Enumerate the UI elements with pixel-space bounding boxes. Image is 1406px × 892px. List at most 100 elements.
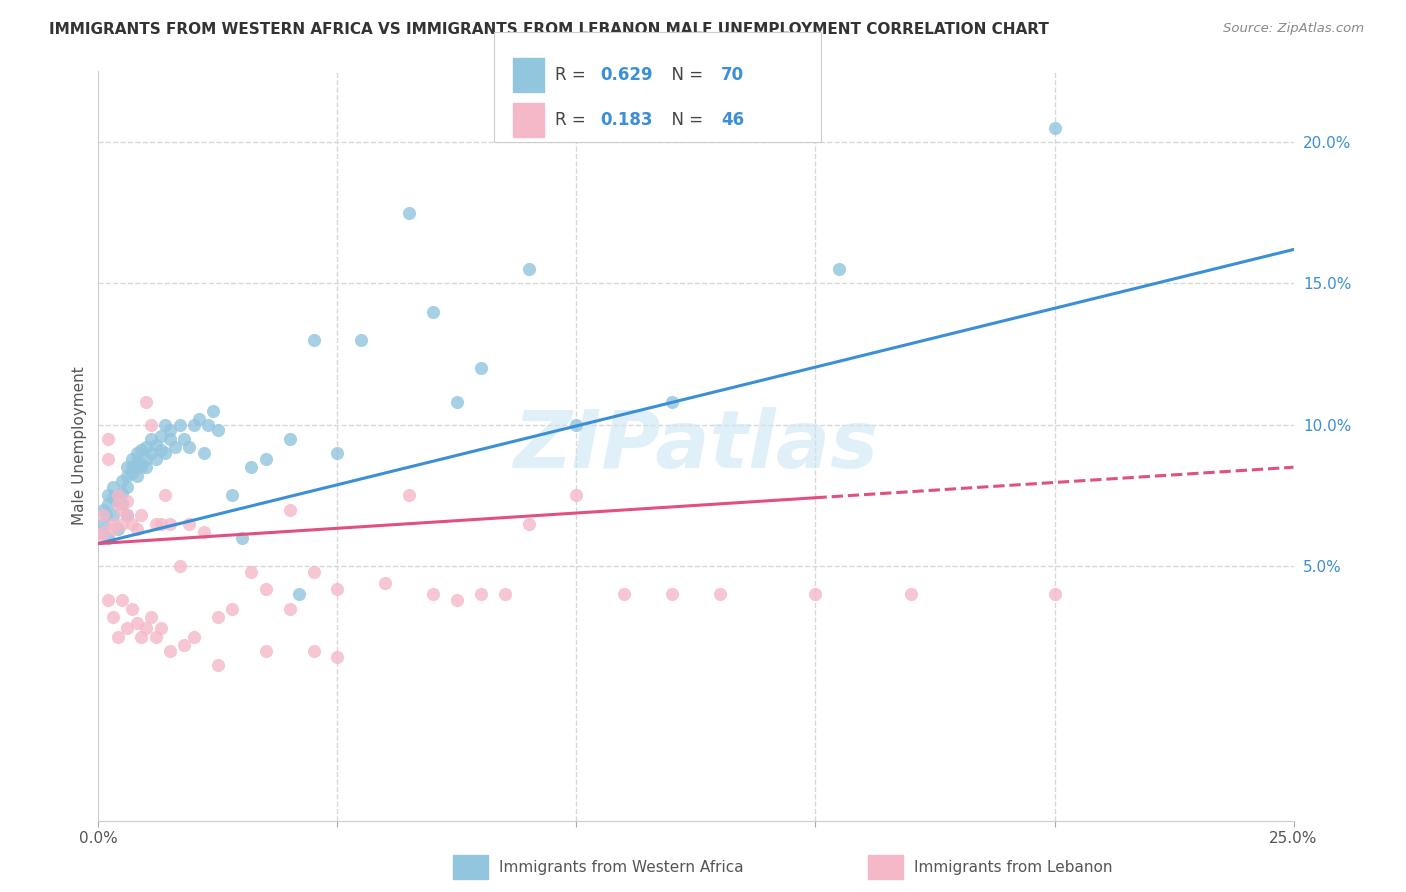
Point [565,417,588,432]
Point [149,443,172,458]
Point [207,658,229,673]
Point [494,587,516,601]
Point [254,644,277,658]
Point [179,441,201,455]
Point [115,508,138,523]
Point [240,565,263,579]
Text: N =: N = [661,66,709,84]
Point [97,497,120,511]
Point [254,451,277,466]
Point [101,480,124,494]
Point [207,424,229,438]
Point [125,446,148,460]
Point [111,485,134,500]
Point [278,502,301,516]
Point [101,491,124,506]
Point [179,516,201,531]
Point [193,446,215,460]
Point [121,601,143,615]
Point [149,516,172,531]
Point [115,494,138,508]
Point [107,488,129,502]
Point [107,630,129,644]
Point [145,630,167,644]
Point [613,587,636,601]
Point [107,488,129,502]
Point [197,417,219,432]
Point [125,615,148,630]
Point [111,475,134,489]
Point [231,531,253,545]
Text: IMMIGRANTS FROM WESTERN AFRICA VS IMMIGRANTS FROM LEBANON MALE UNEMPLOYMENT CORR: IMMIGRANTS FROM WESTERN AFRICA VS IMMIGR… [49,22,1049,37]
Point [131,443,153,458]
Point [139,446,162,460]
Point [422,304,444,318]
Point [125,468,148,483]
Point [183,630,205,644]
Point [278,601,301,615]
Point [131,508,153,523]
Text: 0.183: 0.183 [600,111,652,128]
Point [135,395,157,409]
Point [221,601,243,615]
Point [1043,120,1066,135]
Point [135,441,157,455]
Text: R =: R = [555,111,592,128]
Point [115,460,138,475]
Point [661,587,683,601]
Point [302,565,325,579]
Point [169,417,191,432]
Point [90,531,112,545]
Point [115,621,138,635]
Point [169,559,191,574]
Point [91,508,114,523]
Text: ZIPatlas: ZIPatlas [513,407,879,485]
Point [565,488,588,502]
Point [115,468,138,483]
Point [163,441,186,455]
Point [135,451,157,466]
Point [121,516,143,531]
Point [145,516,167,531]
Text: Source: ZipAtlas.com: Source: ZipAtlas.com [1223,22,1364,36]
Point [97,451,120,466]
Point [661,395,683,409]
Point [145,437,167,451]
Point [288,587,311,601]
Text: N =: N = [661,111,709,128]
Point [900,587,922,601]
Point [131,630,153,644]
Point [159,424,181,438]
Text: R =: R = [555,66,592,84]
Point [326,446,349,460]
Point [135,621,157,635]
Point [422,587,444,601]
Point [139,417,162,432]
Point [97,432,120,446]
Point [446,395,468,409]
Point [121,451,143,466]
Point [111,593,134,607]
Point [155,417,177,432]
Text: Immigrants from Western Africa: Immigrants from Western Africa [499,860,744,874]
Point [709,587,731,601]
Point [398,488,420,502]
Point [326,649,349,664]
Text: Immigrants from Lebanon: Immigrants from Lebanon [914,860,1112,874]
Point [159,516,181,531]
Point [1043,587,1066,601]
Point [155,488,177,502]
Point [101,610,124,624]
Point [254,582,277,596]
Point [111,502,134,516]
Point [101,523,124,537]
Point [107,494,129,508]
Point [101,516,124,531]
Point [374,576,396,591]
Point [121,466,143,480]
Point [107,523,129,537]
Point [302,333,325,347]
Point [173,432,195,446]
Point [91,525,114,540]
Point [517,516,540,531]
